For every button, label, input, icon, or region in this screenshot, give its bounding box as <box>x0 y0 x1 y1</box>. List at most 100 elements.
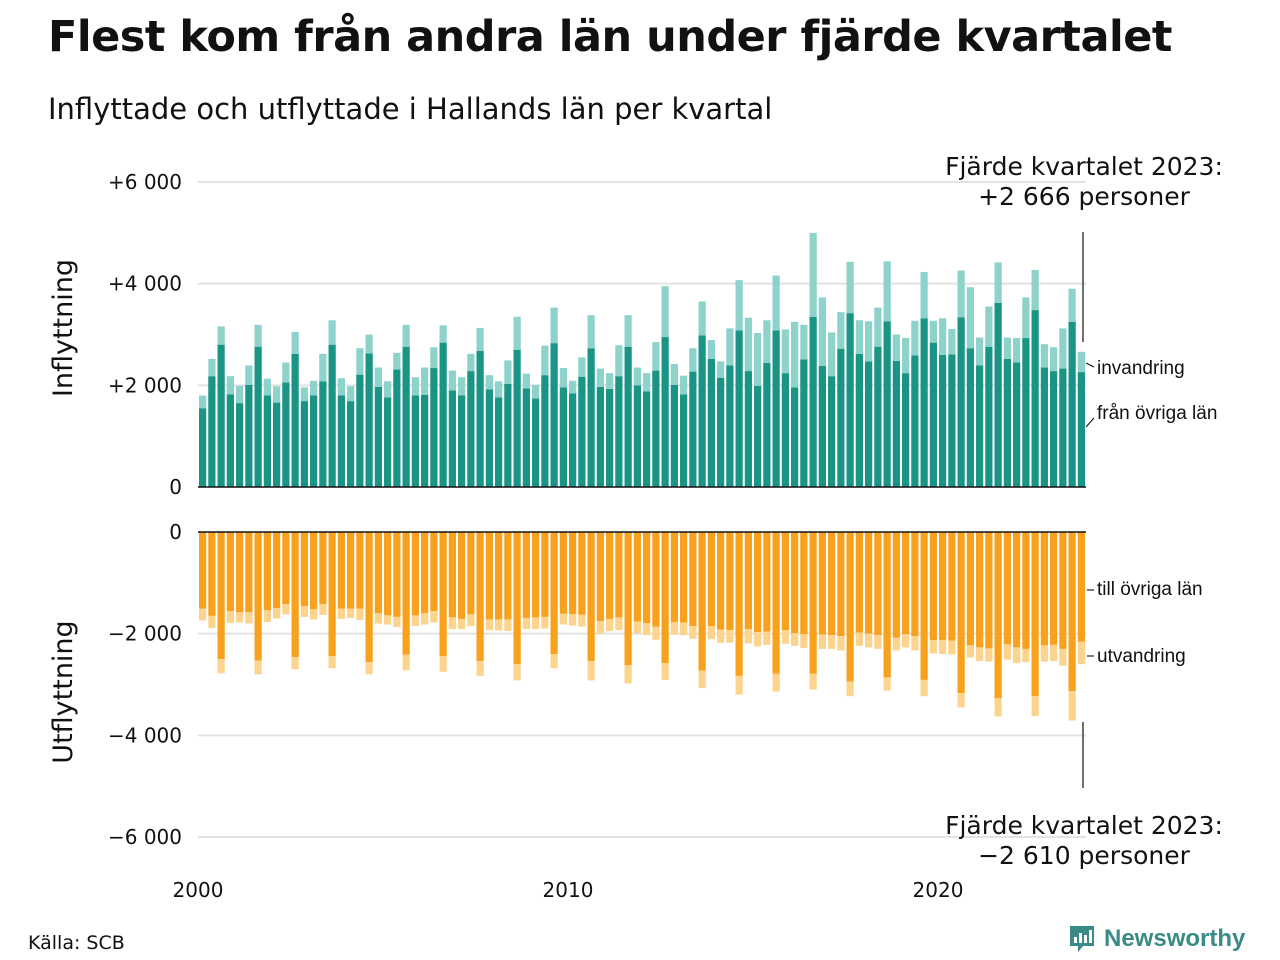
bar-fran-ovriga-lan <box>911 355 919 487</box>
bar-till-ovriga-lan <box>1031 532 1039 697</box>
bar-utvandring <box>430 611 438 623</box>
bar-invandring <box>550 307 558 344</box>
bar-fran-ovriga-lan <box>1050 371 1058 487</box>
bar-utvandring <box>735 675 743 695</box>
bar-utvandring <box>291 657 299 670</box>
bar-invandring <box>633 367 641 386</box>
bar-utvandring <box>874 635 882 649</box>
bar-till-ovriga-lan <box>1003 532 1011 645</box>
bar-fran-ovriga-lan <box>717 377 725 487</box>
bar-till-ovriga-lan <box>550 532 558 654</box>
bar-invandring <box>263 378 271 396</box>
callout-bottom-line2: −2 610 personer <box>978 841 1191 870</box>
bar-till-ovriga-lan <box>754 532 762 633</box>
bar-till-ovriga-lan <box>319 532 327 605</box>
bar-invandring <box>1022 297 1030 339</box>
bar-utvandring <box>606 618 614 632</box>
bar-fran-ovriga-lan <box>855 353 863 487</box>
bar-till-ovriga-lan <box>439 532 447 657</box>
bar-till-ovriga-lan <box>1059 532 1067 649</box>
legend-leader-fran-ovriga-lan <box>1085 417 1095 428</box>
bar-till-ovriga-lan <box>430 532 438 612</box>
bar-utvandring <box>994 698 1002 717</box>
bar-invandring <box>448 370 456 391</box>
bar-till-ovriga-lan <box>874 532 882 636</box>
bar-utvandring <box>772 673 780 692</box>
bar-till-ovriga-lan <box>365 532 373 663</box>
bar-till-ovriga-lan <box>680 532 688 623</box>
bar-fran-ovriga-lan <box>569 393 577 487</box>
bar-fran-ovriga-lan <box>384 397 392 487</box>
bar-invandring <box>929 320 937 343</box>
bar-utvandring <box>300 606 308 617</box>
bar-invandring <box>328 320 336 345</box>
bar-fran-ovriga-lan <box>217 344 225 487</box>
bar-till-ovriga-lan <box>707 532 715 627</box>
bar-utvandring <box>624 665 632 684</box>
bar-utvandring <box>532 617 540 630</box>
bar-utvandring <box>865 633 873 648</box>
bar-invandring <box>717 361 725 378</box>
bar-till-ovriga-lan <box>670 532 678 622</box>
bar-till-ovriga-lan <box>772 532 780 674</box>
bar-utvandring <box>495 619 503 631</box>
bar-fran-ovriga-lan <box>791 387 799 487</box>
bar-utvandring <box>236 612 244 623</box>
bar-utvandring <box>226 611 234 623</box>
bar-till-ovriga-lan <box>504 532 512 620</box>
bar-invandring <box>939 318 947 355</box>
bar-utvandring <box>828 635 836 649</box>
bar-fran-ovriga-lan <box>726 365 734 487</box>
bar-till-ovriga-lan <box>911 532 919 637</box>
bar-fran-ovriga-lan <box>578 376 586 487</box>
bar-fran-ovriga-lan <box>411 395 419 487</box>
bar-utvandring <box>374 613 382 624</box>
bar-till-ovriga-lan <box>300 532 308 607</box>
bar-utvandring <box>670 621 678 635</box>
bar-fran-ovriga-lan <box>356 374 364 487</box>
bar-utvandring <box>448 617 456 630</box>
bar-fran-ovriga-lan <box>1031 310 1039 487</box>
bar-invandring <box>948 328 956 355</box>
bar-utvandring <box>948 640 956 655</box>
bar-invandring <box>495 381 503 398</box>
bar-utvandring <box>615 617 623 631</box>
bar-invandring <box>744 317 752 372</box>
bar-invandring <box>282 362 290 383</box>
bar-fran-ovriga-lan <box>310 395 318 487</box>
bar-till-ovriga-lan <box>698 532 706 671</box>
bar-till-ovriga-lan <box>809 532 817 674</box>
bar-till-ovriga-lan <box>985 532 993 649</box>
bar-utvandring <box>689 626 697 639</box>
bar-invandring <box>772 275 780 331</box>
bar-utvandring <box>319 604 327 615</box>
bar-fran-ovriga-lan <box>439 342 447 487</box>
bar-utvandring <box>587 661 595 681</box>
bar-fran-ovriga-lan <box>347 401 355 487</box>
bar-fran-ovriga-lan <box>300 401 308 487</box>
bar-invandring <box>559 368 567 388</box>
bar-fran-ovriga-lan <box>698 335 706 487</box>
bar-utvandring <box>310 609 318 620</box>
bar-utvandring <box>680 622 688 636</box>
bar-fran-ovriga-lan <box>541 375 549 487</box>
bar-invandring <box>726 328 734 366</box>
bar-invandring <box>976 337 984 366</box>
bar-fran-ovriga-lan <box>1059 368 1067 487</box>
bar-invandring <box>236 385 244 404</box>
bar-utvandring <box>957 693 965 708</box>
bar-till-ovriga-lan <box>476 532 484 662</box>
bar-till-ovriga-lan <box>939 532 947 641</box>
bar-utvandring <box>929 640 937 654</box>
bar-utvandring <box>1059 648 1067 666</box>
bar-utvandring <box>458 618 466 630</box>
bar-utvandring <box>402 654 410 671</box>
bar-till-ovriga-lan <box>402 532 410 655</box>
bar-fran-ovriga-lan <box>291 353 299 487</box>
bar-till-ovriga-lan <box>1013 532 1021 648</box>
bar-invandring <box>319 353 327 382</box>
y-tick-label-inflyttning: +2 000 <box>108 373 182 397</box>
bar-till-ovriga-lan <box>661 532 669 664</box>
bar-invandring <box>569 380 577 394</box>
bar-utvandring <box>199 608 207 621</box>
